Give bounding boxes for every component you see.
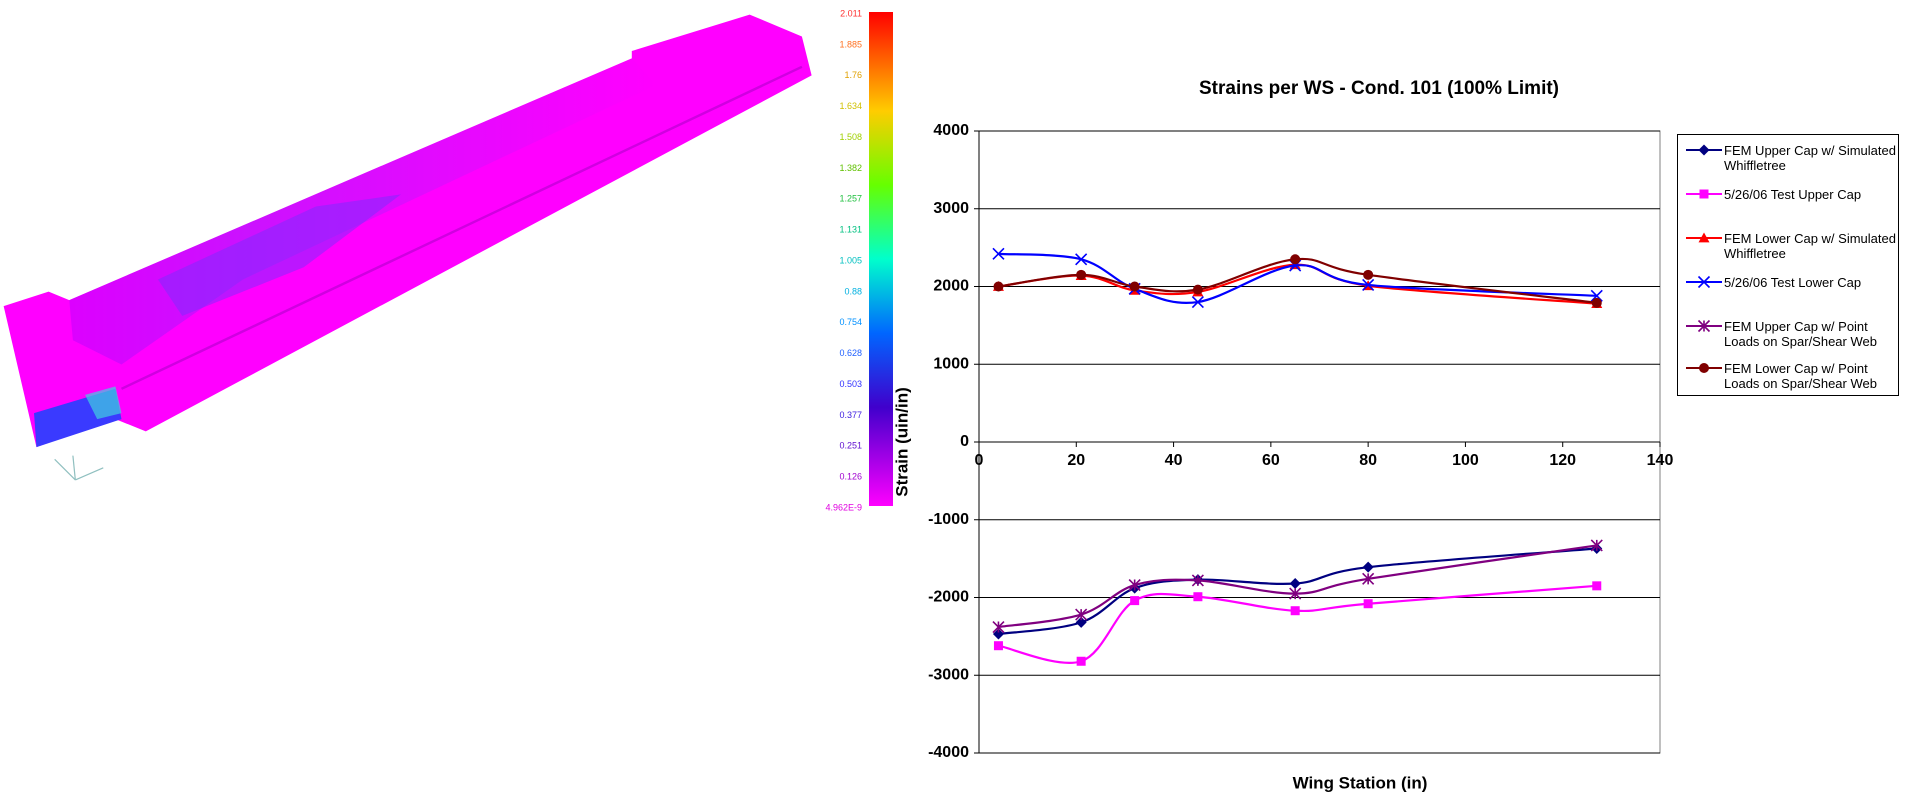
marker <box>1290 254 1300 264</box>
marker <box>1193 285 1203 295</box>
legend-label: 5/26/06 Test Lower Cap <box>1724 275 1899 290</box>
marker <box>1130 596 1139 605</box>
y-tick-label: 2000 <box>933 278 969 295</box>
marker <box>1193 592 1202 601</box>
x-tick-label: 60 <box>1262 452 1280 469</box>
y-tick-label: 1000 <box>933 355 969 372</box>
y-axis-label: Strain (uin/in) <box>892 387 911 497</box>
legend-swatch <box>1684 142 1724 158</box>
marker <box>1291 606 1300 615</box>
y-tick-label: 3000 <box>933 200 969 217</box>
legend-label: FEM Lower Cap w/ Simulated Whiffletree <box>1724 231 1899 261</box>
x-axis-label: Wing Station (in) <box>1293 773 1428 792</box>
marker <box>1592 298 1602 308</box>
marker <box>1076 270 1086 280</box>
legend-swatch <box>1684 186 1724 202</box>
legend-label: FEM Upper Cap w/ Point Loads on Spar/She… <box>1724 319 1899 349</box>
x-tick-label: 0 <box>975 452 984 469</box>
chart-title: Strains per WS - Cond. 101 (100% Limit) <box>1199 78 1559 99</box>
legend-item: 5/26/06 Test Lower Cap <box>1684 275 1899 290</box>
legend-label: 5/26/06 Test Upper Cap <box>1724 187 1899 202</box>
legend-item: FEM Upper Cap w/ Point Loads on Spar/She… <box>1684 319 1899 349</box>
y-tick-label: -2000 <box>928 589 969 606</box>
y-tick-label: 0 <box>960 433 969 450</box>
legend-item: FEM Upper Cap w/ Simulated Whiffletree <box>1684 143 1899 173</box>
marker <box>1592 581 1601 590</box>
marker <box>1363 270 1373 280</box>
legend-item: 5/26/06 Test Upper Cap <box>1684 187 1899 202</box>
y-tick-label: -1000 <box>928 511 969 528</box>
marker <box>1699 363 1709 373</box>
legend-item: FEM Lower Cap w/ Point Loads on Spar/She… <box>1684 361 1899 391</box>
legend-swatch <box>1684 318 1724 334</box>
legend-swatch <box>1684 230 1724 246</box>
legend-label: FEM Upper Cap w/ Simulated Whiffletree <box>1724 143 1899 173</box>
legend-label: FEM Lower Cap w/ Point Loads on Spar/She… <box>1724 361 1899 391</box>
marker <box>1699 145 1710 156</box>
page: 2.0111.8851.761.6341.5081.3821.2571.1311… <box>0 0 1905 796</box>
y-tick-label: -3000 <box>928 666 969 683</box>
marker <box>1077 657 1086 666</box>
legend: FEM Upper Cap w/ Simulated Whiffletree 5/… <box>1677 134 1899 396</box>
x-tick-label: 40 <box>1165 452 1183 469</box>
x-tick-label: 120 <box>1549 452 1576 469</box>
x-tick-label: 20 <box>1067 452 1085 469</box>
marker <box>1130 282 1140 292</box>
x-tick-label: 80 <box>1359 452 1377 469</box>
y-tick-label: 4000 <box>933 122 969 139</box>
legend-swatch <box>1684 274 1724 290</box>
x-tick-label: 100 <box>1452 452 1479 469</box>
y-tick-label: -4000 <box>928 744 969 761</box>
marker <box>1700 190 1709 199</box>
marker <box>994 641 1003 650</box>
chart: Strains per WS - Cond. 101 (100% Limit) … <box>0 0 1905 796</box>
legend-item: FEM Lower Cap w/ Simulated Whiffletree <box>1684 231 1899 261</box>
x-tick-label: 140 <box>1647 452 1674 469</box>
marker <box>993 282 1003 292</box>
legend-swatch <box>1684 360 1724 376</box>
marker <box>1364 599 1373 608</box>
